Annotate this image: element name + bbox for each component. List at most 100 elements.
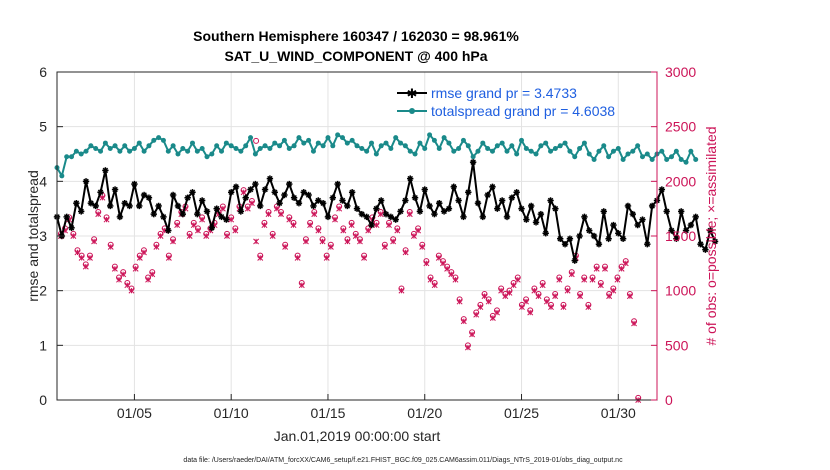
totalspread-point [223,140,229,146]
totalspread-point [199,146,205,152]
obs-assimilated-point [381,243,388,250]
obs-assimilated-point [527,309,534,316]
obs-assimilated-point [415,227,422,234]
rmse-point [411,194,419,201]
obs-assimilated-point [336,205,343,212]
obs-assimilated-point [585,304,592,311]
totalspread-point [228,143,234,149]
totalspread-point [156,135,162,141]
obs-assimilated-point [261,222,268,229]
rmse-point [387,213,395,221]
rmse-point [276,200,283,207]
obs-assimilated-point [128,287,135,294]
totalspread-point [296,135,302,141]
obs-assimilated-point [510,282,517,289]
totalspread-point [281,137,287,143]
totalspread-point [664,156,670,162]
y-ticks-left: 0 1 2 3 4 5 6 [39,64,63,408]
obs-assimilated-point [332,216,338,223]
totalspread-point [383,140,389,146]
y-tick-label: 2 [39,283,47,299]
rmse-point [63,213,70,221]
totalspread-point [581,140,587,146]
totalspread-point [562,140,568,146]
chart-subtitle: SAT_U_WIND_COMPONENT @ 400 hPa [224,48,487,64]
totalspread-point [141,148,147,154]
rmse-point [523,216,530,223]
totalspread-point [436,146,442,152]
totalspread-point [494,143,500,149]
rmse-point [121,200,128,207]
obs-assimilated-point [294,254,301,261]
rmse-point [107,202,114,210]
rmse-point [687,221,695,229]
grid [57,72,657,400]
obs-assimilated-point [78,254,85,261]
rmse-point [537,210,545,218]
totalspread-point [456,146,462,152]
totalspread-point [78,151,84,157]
totalspread-point [427,132,433,138]
rmse-point [595,241,603,248]
obs-assimilated-point [398,287,405,294]
totalspread-point [441,135,447,141]
obs-assimilated-point [124,282,131,289]
rmse-point [508,194,516,201]
totalspread-point [272,140,278,146]
totalspread-point [69,154,75,160]
obs-assimilated-point [95,211,102,218]
x-tick-label: 01/10 [214,405,249,421]
obs-assimilated-point [311,211,318,218]
obs-assimilated-point [373,222,380,229]
totalspread-point [88,143,94,149]
rmse-point [213,205,220,212]
totalspread-point [412,151,418,157]
obs-assimilated-point [502,293,509,300]
obs-assimilated-point [132,265,139,272]
y-right-tick-label: 0 [665,392,673,408]
y-axis-label-left: rmse and totalspread [25,170,41,302]
totalspread-point [398,140,404,146]
rmse-point [218,213,225,221]
totalspread-point [523,146,529,152]
rmse-point [189,189,196,196]
rmse-point [237,208,245,215]
rmse-point [68,224,75,231]
obs-assimilated-point [70,233,77,239]
obs-assimilated-point [323,254,330,261]
obs-assimilated-point [448,271,455,278]
rmse-point [169,191,177,199]
obs-assimilated-point [190,222,197,229]
rmse-point [73,200,80,207]
obs-assimilated-point [99,194,106,201]
rmse-point [682,227,690,234]
obs-markers [57,137,642,403]
obs-assimilated-point [298,282,305,289]
rmse-point [624,202,632,210]
totalspread-point [470,154,476,160]
totalspread-point [117,148,123,154]
totalspread-point [630,148,636,154]
totalspread-point [219,148,225,154]
obs-assimilated-point [240,189,247,196]
obs-assimilated-point [170,238,176,245]
rmse-point [174,202,182,210]
totalspread-point [122,143,128,149]
rmse-point [465,189,472,196]
obs-assimilated-point [302,238,309,245]
rmse-point [494,205,501,212]
rmse-point [145,194,153,201]
totalspread-point [107,146,113,152]
totalspread-point [320,143,326,149]
totalspread-point [475,148,481,154]
rmse-point [518,205,525,212]
legend-spread-marker [409,108,415,114]
totalspread-point [83,148,89,154]
totalspread-point [451,148,457,154]
obs-assimilated-point [518,304,525,311]
obs-assimilated-point [248,200,255,207]
obs-assimilated-point [273,205,280,212]
obs-assimilated-point [556,276,563,283]
obs-assimilated-point [485,298,492,305]
rmse-point [479,213,487,221]
